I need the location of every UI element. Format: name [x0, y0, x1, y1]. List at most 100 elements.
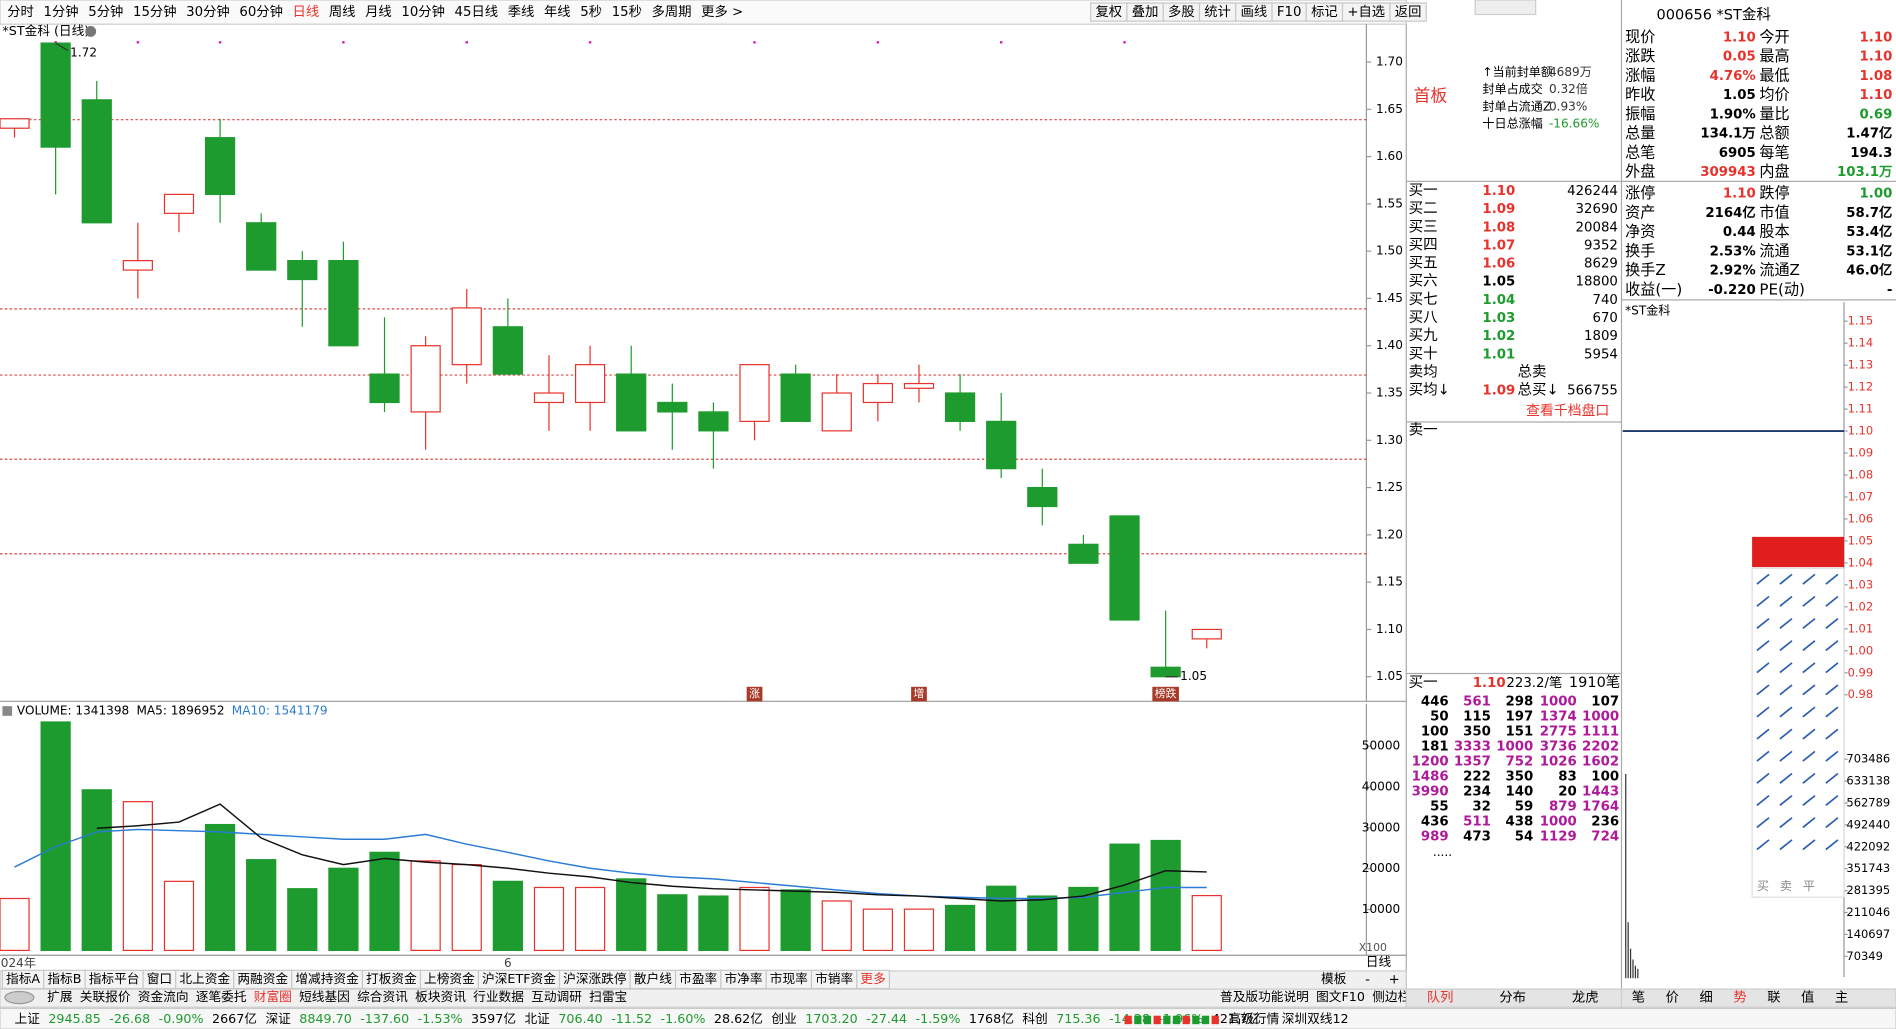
quote-value: 1.10	[1860, 88, 1893, 103]
period-tab[interactable]: 5分钟	[88, 3, 123, 20]
info-tab[interactable]: 综合资讯	[357, 989, 408, 1004]
info-tab[interactable]: 扫雷宝	[589, 989, 627, 1004]
info-tab[interactable]: 逐笔委托	[196, 989, 247, 1004]
y-tick-label: 351743	[1846, 861, 1890, 875]
trade-button[interactable]: 平	[1803, 879, 1815, 893]
bid-volume: 670	[1592, 311, 1617, 326]
info-tab[interactable]: 板块资讯	[415, 989, 466, 1004]
queue-cell: 3736	[1540, 739, 1577, 754]
queue-cell: 1026	[1540, 754, 1577, 769]
period-tab[interactable]: 日线	[293, 4, 320, 20]
queue-cell: 1200	[1412, 754, 1449, 769]
tool-icon	[1779, 750, 1793, 762]
candle-body	[410, 345, 441, 413]
indicator-tab[interactable]: 市现率	[770, 971, 808, 986]
indicator-tab[interactable]: 散户线	[634, 971, 672, 986]
status-bar-block	[1192, 1015, 1200, 1025]
tool-button[interactable]: 多股	[1168, 3, 1195, 20]
indicator-tab[interactable]: 市净率	[724, 971, 762, 986]
info-tab[interactable]: 互动调研	[531, 989, 582, 1004]
info-tab[interactable]: 财富圈	[254, 989, 292, 1004]
y-tick-label: 10000	[1362, 902, 1400, 916]
period-tab[interactable]: 5秒	[580, 4, 602, 20]
panel-tab[interactable]: 值	[1801, 990, 1814, 1006]
period-tab[interactable]: 30分钟	[186, 3, 230, 20]
indicator-tab[interactable]: 上榜资金	[424, 971, 475, 986]
indicator-tab[interactable]: 市盈率	[679, 971, 717, 986]
period-tab[interactable]: 1分钟	[44, 3, 79, 20]
trade-button[interactable]: 卖	[1780, 879, 1792, 893]
side-tab[interactable]: 普及版功能说明	[1220, 989, 1309, 1004]
indicator-tab[interactable]: 更多	[860, 971, 885, 986]
period-tab[interactable]: 季线	[508, 4, 535, 20]
zoom-in[interactable]: +	[1389, 972, 1400, 987]
panel-tab[interactable]: 队列	[1427, 990, 1454, 1006]
period-tab[interactable]: 15分钟	[133, 3, 177, 20]
period-tab[interactable]: 周线	[329, 4, 356, 20]
period-tab[interactable]: 10分钟	[401, 3, 445, 20]
quote-label: 收益(一)	[1625, 280, 1682, 298]
queue-cell: 54	[1515, 829, 1534, 844]
info-tab[interactable]: 资金流向	[138, 989, 189, 1004]
info-tab[interactable]: 关联报价	[80, 989, 131, 1004]
indicator-tab[interactable]: 窗口	[147, 971, 172, 986]
indicator-tab[interactable]: 沪深ETF资金	[482, 971, 556, 986]
indicator-tab[interactable]: 北上资金	[179, 971, 230, 986]
panel-tab[interactable]: 龙虎	[1572, 990, 1599, 1006]
panel-tab[interactable]: 分布	[1499, 990, 1526, 1006]
period-tab[interactable]: 年线	[544, 4, 571, 20]
panel-tab[interactable]: 笔	[1632, 990, 1645, 1006]
tool-button[interactable]: 返回	[1395, 4, 1422, 20]
panel-tab[interactable]: 势	[1733, 990, 1746, 1006]
tool-button[interactable]: 叠加	[1132, 4, 1159, 20]
bid-volume: 426244	[1567, 184, 1618, 199]
indicator-tab[interactable]: 指标B	[47, 971, 81, 986]
tool-button[interactable]: 画线	[1241, 4, 1268, 20]
depth-link[interactable]: 查看千档盘口	[1526, 402, 1609, 419]
volume-bar	[204, 823, 236, 952]
tool-button[interactable]: F10	[1277, 5, 1302, 20]
quote-value: 1.10	[1860, 50, 1893, 65]
indicator-tab[interactable]: 两融资金	[237, 971, 288, 986]
bid-volume: 740	[1592, 293, 1617, 308]
tool-button[interactable]: +自选	[1347, 4, 1385, 20]
panel-tab[interactable]: 细	[1699, 990, 1712, 1006]
period-tab[interactable]: 多周期	[652, 3, 692, 20]
indicator-tab[interactable]: 指标A	[6, 971, 40, 986]
indicator-tab[interactable]: 增减持资金	[295, 971, 359, 986]
period-tab[interactable]: 15秒	[612, 4, 642, 20]
tool-button[interactable]: 统计	[1204, 4, 1231, 20]
candle-body	[369, 373, 400, 404]
info-tab[interactable]: 短线基因	[299, 989, 350, 1004]
queue-cell: 511	[1463, 814, 1491, 829]
tool-icon	[1802, 640, 1816, 652]
indicator-tab[interactable]: 打板资金	[366, 971, 417, 986]
status-text[interactable]: 高级行情	[1229, 1011, 1280, 1026]
quote-value: 194.3	[1850, 146, 1892, 161]
panel-tab[interactable]: 价	[1666, 991, 1679, 1006]
indicator-tab[interactable]: 市销率	[815, 971, 853, 986]
tool-icon	[1825, 750, 1839, 762]
template-button[interactable]: 模板	[1321, 971, 1347, 986]
period-tab[interactable]: 60分钟	[239, 3, 283, 20]
period-tab[interactable]: 45日线	[455, 4, 499, 20]
panel-tab[interactable]: 联	[1767, 990, 1780, 1006]
info-tab[interactable]: 扩展	[47, 989, 73, 1004]
period-tab[interactable]: 更多 >	[701, 3, 743, 20]
indicator-tab[interactable]: 沪深涨跌停	[563, 971, 627, 986]
quote-label: 流通	[1759, 242, 1789, 260]
info-tab[interactable]: 行业数据	[473, 989, 524, 1004]
tool-button[interactable]: 标记	[1311, 4, 1338, 20]
y-tick-label: 1.10	[1376, 622, 1403, 636]
indicator-tab[interactable]: 指标平台	[89, 971, 140, 986]
period-tab[interactable]: 月线	[365, 4, 392, 20]
y-tick-label: 1.04	[1848, 555, 1874, 569]
event-dot	[342, 41, 345, 44]
period-tab[interactable]: 分时	[7, 4, 34, 20]
trade-button[interactable]: 买	[1757, 879, 1769, 893]
candle-body	[739, 364, 770, 422]
panel-tab[interactable]: 主	[1835, 990, 1848, 1006]
tool-button[interactable]: 复权	[1096, 3, 1123, 20]
side-tab[interactable]: 图文F10	[1316, 989, 1365, 1004]
zoom-out[interactable]: -	[1365, 972, 1370, 987]
